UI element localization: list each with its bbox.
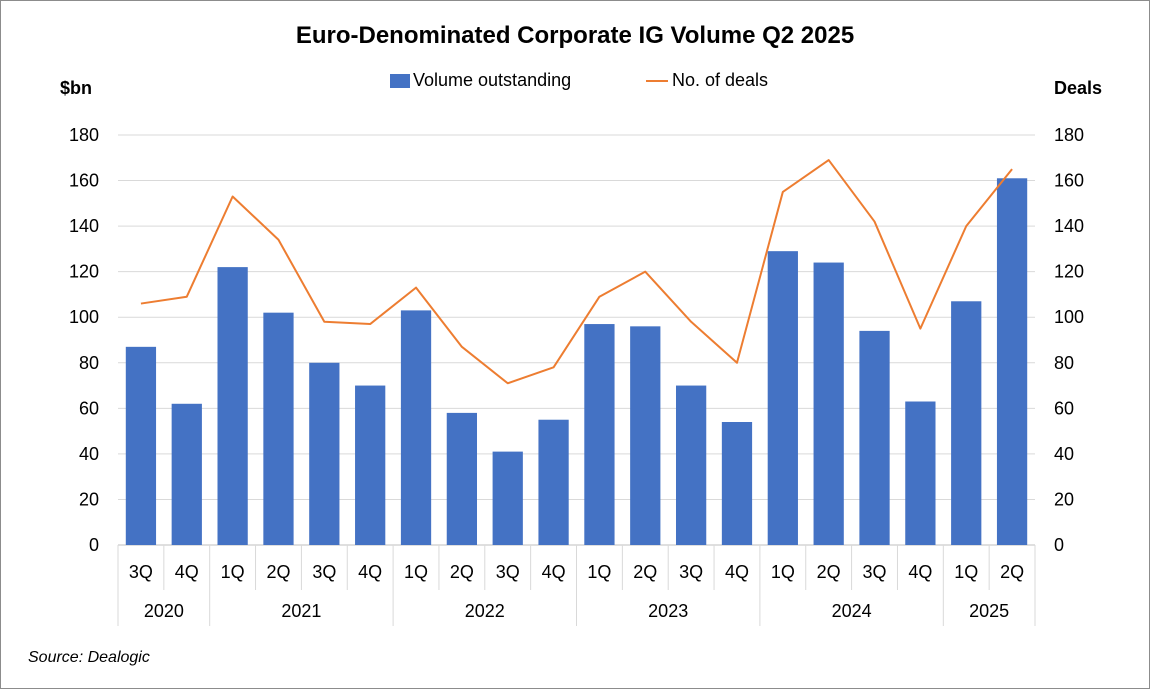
x-tick-label: 3Q	[496, 562, 520, 582]
volume-bar	[767, 251, 798, 545]
year-label: 2020	[144, 601, 184, 621]
year-label: 2022	[465, 601, 505, 621]
legend-item-deals: No. of deals	[646, 70, 768, 91]
y-tick-label-left: 100	[69, 307, 99, 327]
volume-bar	[630, 326, 661, 545]
x-tick-label: 2Q	[450, 562, 474, 582]
y-tick-label-right: 120	[1054, 262, 1084, 282]
y-tick-label-right: 40	[1054, 444, 1074, 464]
volume-bar	[951, 301, 982, 545]
y-tick-label-left: 120	[69, 262, 99, 282]
x-tick-label: 3Q	[863, 562, 887, 582]
volume-bar	[721, 422, 753, 545]
volume-bar	[584, 324, 615, 545]
x-tick-label: 1Q	[771, 562, 795, 582]
chart-title: Euro-Denominated Corporate IG Volume Q2 …	[295, 22, 855, 49]
y-tick-label-right: 80	[1054, 353, 1074, 373]
year-label: 2024	[832, 601, 872, 621]
volume-bar	[400, 310, 432, 545]
x-tick-label: 2Q	[266, 562, 290, 582]
x-tick-label: 2Q	[817, 562, 841, 582]
year-label: 2023	[648, 601, 688, 621]
x-tick-label: 1Q	[954, 562, 978, 582]
left-axis-label: $bn	[60, 78, 93, 98]
y-tick-label-right: 140	[1054, 216, 1084, 236]
y-tick-label-left: 60	[79, 398, 99, 418]
volume-bar	[996, 178, 1028, 545]
x-tick-label: 3Q	[129, 562, 153, 582]
y-tick-label-left: 140	[69, 216, 99, 236]
x-tick-label: 2Q	[1000, 562, 1024, 582]
legend-bar-swatch	[390, 73, 410, 88]
y-tick-label-right: 0	[1054, 535, 1064, 555]
y-tick-label-left: 160	[69, 171, 99, 191]
source-note: Source: Dealogic	[28, 649, 150, 666]
volume-bar	[905, 401, 936, 545]
volume-bar	[263, 312, 294, 545]
x-tick-label: 1Q	[404, 562, 428, 582]
right-axis-label: Deals	[1054, 78, 1103, 98]
x-tick-label: 2Q	[633, 562, 657, 582]
y-tick-label-right: 60	[1054, 398, 1074, 418]
year-label: 2025	[969, 601, 1009, 621]
legend-label-deals: No. of deals	[672, 70, 769, 90]
volume-bar	[538, 419, 569, 545]
year-label: 2021	[281, 601, 321, 621]
y-tick-label-right: 160	[1054, 171, 1084, 191]
y-tick-label-left: 0	[89, 535, 99, 555]
volume-bar	[171, 403, 202, 545]
volume-bar	[355, 385, 386, 545]
y-tick-label-right: 100	[1054, 307, 1084, 327]
volume-bar	[309, 362, 340, 545]
x-tick-label: 1Q	[587, 562, 611, 582]
y-tick-label-right: 180	[1054, 125, 1084, 145]
x-tick-label: 3Q	[679, 562, 703, 582]
y-tick-label-right: 20	[1054, 489, 1074, 509]
y-tick-label-left: 180	[69, 125, 99, 145]
deals-line	[140, 159, 1013, 385]
volume-bar	[446, 412, 478, 545]
volume-bar	[217, 267, 248, 545]
x-tick-label: 4Q	[175, 562, 199, 582]
volume-bar	[125, 346, 157, 545]
x-tick-label: 4Q	[358, 562, 382, 582]
x-tick-label: 1Q	[221, 562, 245, 582]
y-tick-label-left: 80	[79, 353, 99, 373]
legend-item-volume: Volume outstanding	[390, 70, 571, 91]
x-tick-label: 3Q	[312, 562, 336, 582]
x-tick-label: 4Q	[542, 562, 566, 582]
legend-line-swatch	[646, 79, 668, 82]
volume-bar	[492, 451, 523, 545]
x-tick-label: 4Q	[725, 562, 749, 582]
legend-label-volume: Volume outstanding	[413, 70, 572, 90]
y-tick-label-left: 40	[79, 444, 99, 464]
volume-bar	[675, 385, 707, 545]
volume-bar	[813, 262, 844, 545]
y-tick-label-left: 20	[79, 489, 99, 509]
x-tick-label: 4Q	[908, 562, 932, 582]
volume-bar	[859, 330, 890, 545]
